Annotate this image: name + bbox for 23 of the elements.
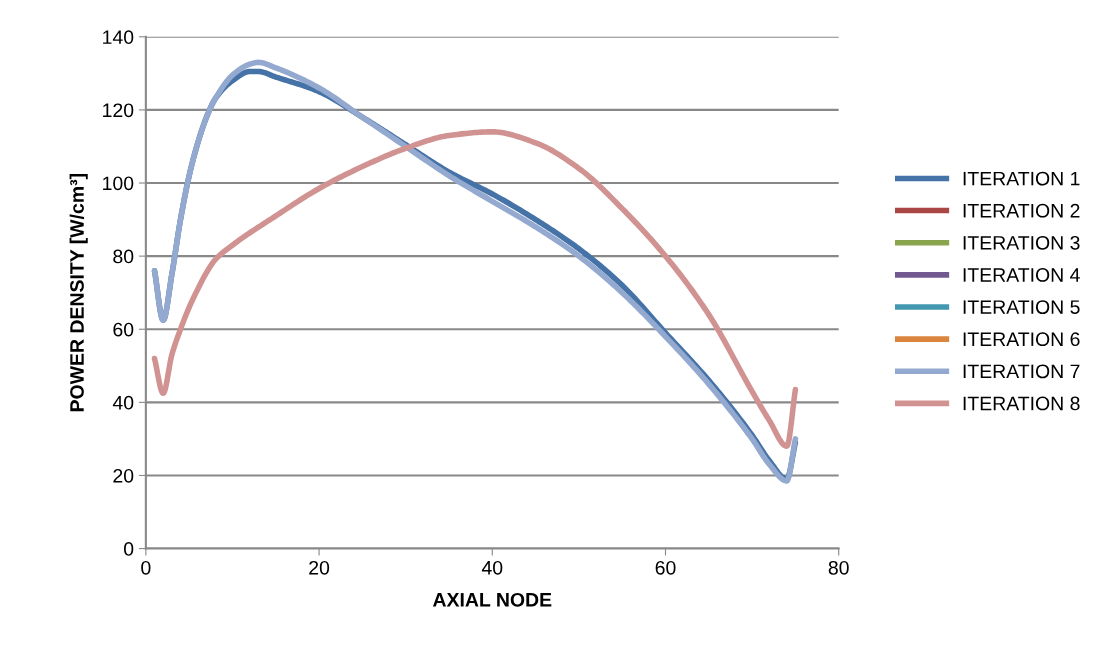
y-tick-label: 140 [103,30,134,45]
x-tick-label: 80 [828,560,849,575]
y-tick-label: 100 [103,176,134,191]
y-tick-label: 40 [112,395,134,410]
x-axis-title: AXIAL NODE [432,592,552,607]
y-tick-label: 60 [113,322,134,337]
y-axis-title: POWER DENSITY [W/cm³] [69,174,88,412]
y-tick-label: 80 [113,249,134,264]
y-tick-label: 20 [113,468,134,483]
x-tick-label: 60 [655,560,676,575]
legend-label: ITERATION 7 [963,364,1080,379]
x-tick-label: 20 [309,560,330,575]
legend-label: ITERATION 5 [963,300,1080,314]
x-tick-label: 0 [141,560,151,575]
legend-label: ITERATION 3 [963,235,1080,250]
legend-label: ITERATION 1 [963,171,1080,186]
y-tick-label: 0 [124,542,134,556]
legend-label: ITERATION 6 [963,332,1080,347]
y-tick-label: 120 [103,103,134,118]
legend-label: ITERATION 2 [963,203,1080,218]
legend-label: ITERATION 4 [963,268,1080,282]
x-tick-label: 40 [481,560,503,575]
legend-label: ITERATION 8 [963,396,1080,411]
